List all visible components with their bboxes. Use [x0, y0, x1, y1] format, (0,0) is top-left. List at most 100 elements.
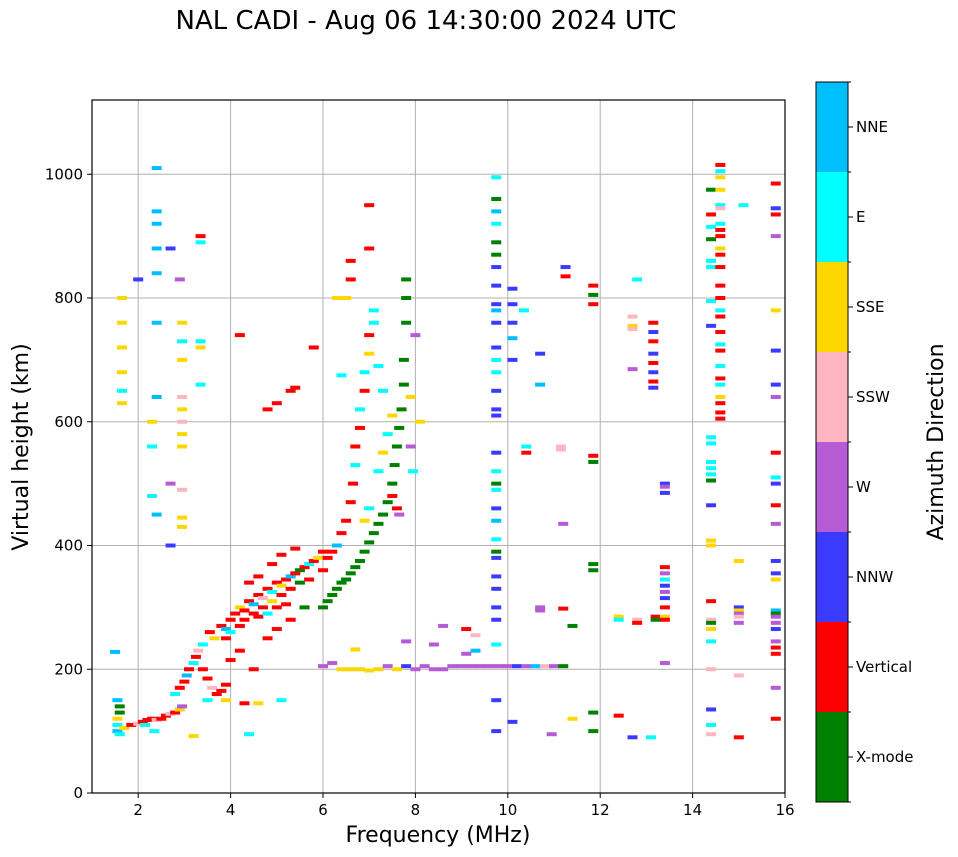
echo-point	[491, 506, 502, 511]
echo-point	[114, 710, 125, 715]
echo-point	[491, 283, 502, 288]
echo-point	[770, 614, 781, 619]
echo-point	[112, 729, 123, 734]
echo-point	[588, 562, 599, 567]
echo-point	[706, 435, 717, 440]
echo-point	[234, 623, 245, 628]
echo-point	[733, 735, 744, 740]
echo-point	[770, 627, 781, 632]
echo-point	[491, 413, 502, 418]
echo-point	[220, 636, 231, 641]
echo-point	[491, 308, 502, 313]
echo-point	[195, 382, 206, 387]
echo-point	[627, 367, 638, 372]
echo-point	[567, 716, 578, 721]
echo-point	[706, 224, 717, 229]
echo-point	[491, 574, 502, 579]
echo-point	[220, 682, 231, 687]
echo-point	[165, 481, 176, 486]
echo-point	[177, 524, 188, 529]
echo-point	[491, 481, 502, 486]
echo-point	[285, 586, 296, 591]
echo-point	[216, 688, 227, 693]
echo-point	[354, 558, 365, 563]
echo-point	[117, 345, 128, 350]
echo-point	[706, 299, 717, 304]
echo-point	[177, 419, 188, 424]
echo-point	[738, 203, 749, 208]
x-tick-label: 6	[318, 801, 328, 819]
echo-point	[197, 667, 208, 672]
echo-point	[149, 729, 160, 734]
echo-point	[770, 212, 781, 217]
grid-lines	[92, 100, 786, 794]
x-tick-label: 8	[411, 801, 421, 819]
echo-point	[491, 729, 502, 734]
echo-point	[770, 620, 781, 625]
echo-point	[588, 453, 599, 458]
echo-point	[507, 357, 518, 362]
y-tick-label: 400	[54, 537, 83, 555]
echo-point	[177, 395, 188, 399]
echo-point	[648, 370, 659, 375]
echo-point	[110, 649, 121, 654]
x-tick-label: 14	[683, 801, 702, 819]
echo-point	[398, 382, 409, 387]
echo-point	[715, 246, 726, 251]
colorbar-segment-e	[816, 172, 848, 262]
echo-point	[706, 466, 717, 471]
echo-point	[770, 234, 781, 239]
echo-point	[304, 577, 315, 582]
echo-point	[715, 364, 726, 369]
echo-point	[239, 608, 250, 613]
echo-point	[715, 169, 726, 174]
echo-point	[341, 518, 352, 523]
echo-point	[715, 342, 726, 347]
echo-point	[336, 373, 347, 378]
echo-point	[193, 648, 204, 653]
echo-point	[322, 555, 333, 560]
x-tick-label: 4	[226, 801, 236, 819]
echo-point	[354, 407, 365, 412]
echo-point	[539, 664, 550, 669]
echo-point	[770, 481, 781, 486]
echo-point	[177, 487, 188, 492]
echo-point	[715, 227, 726, 232]
echo-point	[257, 596, 268, 601]
echo-point	[188, 734, 199, 739]
colorbar-segment-nne	[816, 82, 848, 172]
echo-point	[493, 664, 504, 669]
echo-point	[632, 277, 643, 282]
echo-point	[706, 237, 717, 242]
echo-point	[147, 419, 158, 424]
echo-point	[706, 620, 717, 625]
echo-point	[262, 611, 273, 616]
echo-point	[271, 580, 282, 585]
echo-point	[387, 494, 398, 498]
echo-point	[114, 704, 125, 709]
echo-point	[546, 732, 557, 737]
echo-point	[470, 648, 481, 653]
echo-point	[491, 209, 502, 214]
echo-point	[368, 320, 379, 325]
echo-point	[359, 370, 370, 375]
echo-point	[770, 716, 781, 721]
echo-point	[151, 166, 162, 171]
echo-point	[230, 611, 241, 616]
echo-point	[394, 425, 405, 430]
echo-point	[491, 221, 502, 226]
echo-point	[373, 521, 384, 526]
echo-point	[350, 647, 361, 652]
echo-point	[659, 589, 670, 594]
y-tick-label: 600	[54, 413, 83, 431]
echo-point	[151, 221, 162, 226]
colorbar-label-ssw: SSW	[856, 388, 890, 406]
echo-point	[588, 710, 599, 715]
echo-point	[202, 676, 213, 681]
echo-point	[378, 450, 389, 455]
echo-point	[336, 667, 347, 672]
echo-point	[244, 580, 255, 585]
echo-point	[733, 673, 744, 678]
echo-point	[555, 444, 566, 449]
echo-point	[318, 568, 328, 573]
